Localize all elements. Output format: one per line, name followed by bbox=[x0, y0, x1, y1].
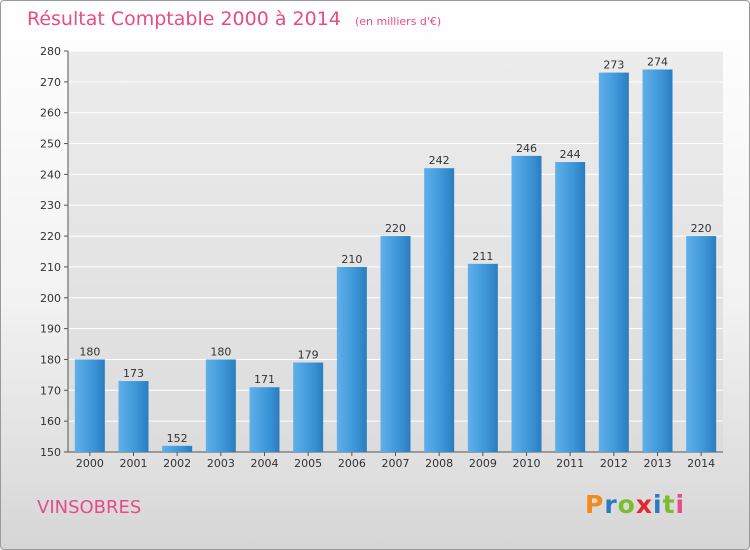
bar-value-label: 274 bbox=[647, 56, 668, 69]
bar-value-label: 180 bbox=[79, 345, 100, 358]
x-tick-label: 2007 bbox=[382, 457, 410, 470]
x-tick-label: 2014 bbox=[687, 457, 715, 470]
bar bbox=[467, 263, 498, 452]
y-tick-label: 280 bbox=[40, 45, 61, 58]
logo-letter: x bbox=[635, 490, 653, 519]
x-tick-label: 2012 bbox=[600, 457, 628, 470]
y-tick-label: 190 bbox=[40, 323, 61, 336]
y-tick-label: 260 bbox=[40, 107, 61, 120]
bar-value-label: 220 bbox=[691, 222, 712, 235]
bar bbox=[380, 236, 411, 452]
bar bbox=[74, 359, 105, 452]
bar-value-label: 180 bbox=[210, 345, 231, 358]
bar-value-label: 152 bbox=[167, 432, 188, 445]
logo-letter: t bbox=[662, 490, 676, 519]
bar bbox=[205, 359, 236, 452]
y-tick-label: 210 bbox=[40, 261, 61, 274]
logo-letter: o bbox=[617, 490, 636, 519]
bar-value-label: 246 bbox=[516, 142, 537, 155]
logo-letter: r bbox=[604, 490, 618, 519]
bar-value-label: 210 bbox=[341, 253, 362, 266]
y-tick-label: 160 bbox=[40, 415, 61, 428]
x-tick-label: 2005 bbox=[294, 457, 322, 470]
x-tick-label: 2006 bbox=[338, 457, 366, 470]
x-tick-label: 2011 bbox=[556, 457, 584, 470]
bar bbox=[686, 236, 717, 452]
logo-letter: P bbox=[585, 490, 605, 519]
y-tick-label: 220 bbox=[40, 230, 61, 243]
bar bbox=[118, 381, 149, 452]
x-tick-label: 2008 bbox=[425, 457, 453, 470]
bar bbox=[162, 445, 193, 452]
y-tick-label: 180 bbox=[40, 353, 61, 366]
bar-value-label: 211 bbox=[472, 250, 493, 263]
logo-letter: i bbox=[653, 490, 663, 519]
y-tick-label: 240 bbox=[40, 168, 61, 181]
x-tick-label: 2003 bbox=[207, 457, 235, 470]
proxiti-logo: Proxiti bbox=[585, 490, 685, 519]
y-tick-label: 270 bbox=[40, 76, 61, 89]
bar-value-label: 244 bbox=[560, 148, 581, 161]
bar-value-label: 220 bbox=[385, 222, 406, 235]
chart-subtitle: (en milliers d'€) bbox=[354, 15, 442, 28]
x-tick-label: 2001 bbox=[120, 457, 148, 470]
bar-value-label: 173 bbox=[123, 367, 144, 380]
y-tick-label: 250 bbox=[40, 138, 61, 151]
bar-value-label: 242 bbox=[429, 154, 450, 167]
bar bbox=[511, 155, 542, 452]
bar bbox=[424, 168, 455, 452]
x-tick-label: 2010 bbox=[513, 457, 541, 470]
y-tick-label: 150 bbox=[40, 446, 61, 459]
x-tick-label: 2009 bbox=[469, 457, 497, 470]
y-tick-label: 200 bbox=[40, 292, 61, 305]
x-tick-label: 2013 bbox=[644, 457, 672, 470]
y-tick-label: 170 bbox=[40, 384, 61, 397]
bar bbox=[598, 72, 629, 452]
logo-letter: i bbox=[675, 490, 686, 519]
bar bbox=[555, 162, 586, 453]
x-tick-label: 2000 bbox=[76, 457, 104, 470]
x-tick-label: 2002 bbox=[163, 457, 191, 470]
bar-value-label: 171 bbox=[254, 373, 275, 386]
bar bbox=[249, 387, 280, 452]
bar bbox=[642, 69, 673, 452]
chart-title: Résultat Comptable 2000 à 2014 bbox=[27, 8, 341, 30]
x-tick-label: 2004 bbox=[251, 457, 279, 470]
commune-name: VINSOBRES bbox=[37, 497, 142, 518]
chart-title-block: Résultat Comptable 2000 à 2014 (en milli… bbox=[27, 8, 441, 30]
bar bbox=[336, 266, 367, 452]
bar-value-label: 273 bbox=[603, 59, 624, 72]
bar-value-label: 179 bbox=[298, 349, 319, 362]
bar bbox=[293, 362, 324, 452]
y-tick-label: 230 bbox=[40, 199, 61, 212]
